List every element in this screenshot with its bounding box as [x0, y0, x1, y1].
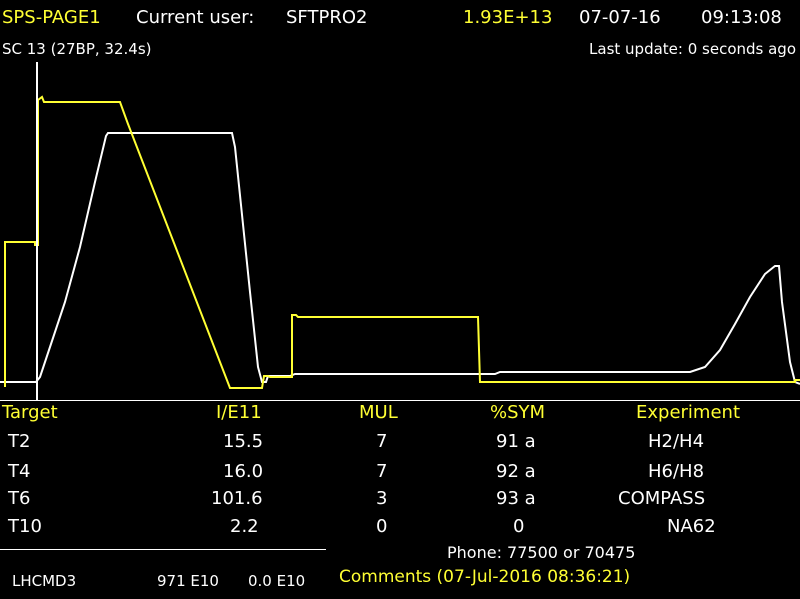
row-t6-target: T6 — [8, 488, 31, 509]
plot-divider — [0, 400, 800, 401]
page-title: SPS-PAGE1 — [2, 7, 101, 28]
row-t10-experiment: NA62 — [667, 516, 716, 537]
row-t6-intensity: 101.6 — [211, 488, 263, 509]
row-t4-target: T4 — [8, 461, 31, 482]
comments-link[interactable]: Comments (07-Jul-2016 08:36:21) — [339, 567, 631, 587]
footer-divider — [0, 549, 326, 550]
beam-intensity: 1.93E+13 — [463, 7, 553, 28]
row-t2-target: T2 — [8, 431, 31, 452]
row-t2-experiment: H2/H4 — [648, 431, 705, 452]
phone-info: Phone: 77500 or 70475 — [447, 543, 636, 562]
row-t2-intensity: 15.5 — [223, 431, 264, 452]
last-update: Last update: 0 seconds ago — [589, 40, 796, 58]
header-time: 09:13:08 — [701, 7, 782, 28]
beam-plot — [0, 62, 800, 400]
row-t6-experiment: COMPASS — [618, 488, 706, 509]
supercycle-info: SC 13 (27BP, 32.4s) — [2, 40, 152, 58]
row-t10-mul: 0 — [376, 516, 388, 537]
row-t6-sym: 93 a — [496, 488, 536, 509]
header-date: 07-07-16 — [579, 7, 661, 28]
row-t6-mul: 3 — [376, 488, 388, 509]
current-user: SFTPRO2 — [286, 7, 368, 28]
row-t10-target: T10 — [8, 516, 42, 537]
row-t4-mul: 7 — [376, 461, 388, 482]
col-header-mul: MUL — [359, 402, 398, 423]
row-t2-sym: 91 a — [496, 431, 536, 452]
row-t4-sym: 92 a — [496, 461, 536, 482]
lhc-value-1: 971 E10 — [157, 572, 219, 590]
row-t2-mul: 7 — [376, 431, 388, 452]
row-t4-intensity: 16.0 — [223, 461, 264, 482]
col-header-sym: %SYM — [490, 402, 546, 423]
lhc-value-2: 0.0 E10 — [248, 572, 306, 590]
beam-intensity-trace — [0, 132, 800, 385]
row-t10-intensity: 2.2 — [230, 516, 259, 537]
col-header-intensity: I/E11 — [216, 402, 262, 423]
row-t10-sym: 0 — [513, 516, 525, 537]
col-header-target: Target — [2, 402, 58, 423]
row-t4-experiment: H6/H8 — [648, 461, 705, 482]
col-header-experiment: Experiment — [636, 402, 741, 423]
user-label: Current user: — [136, 7, 255, 28]
lhc-label: LHCMD3 — [12, 572, 77, 590]
magnet-current-trace — [4, 95, 800, 389]
